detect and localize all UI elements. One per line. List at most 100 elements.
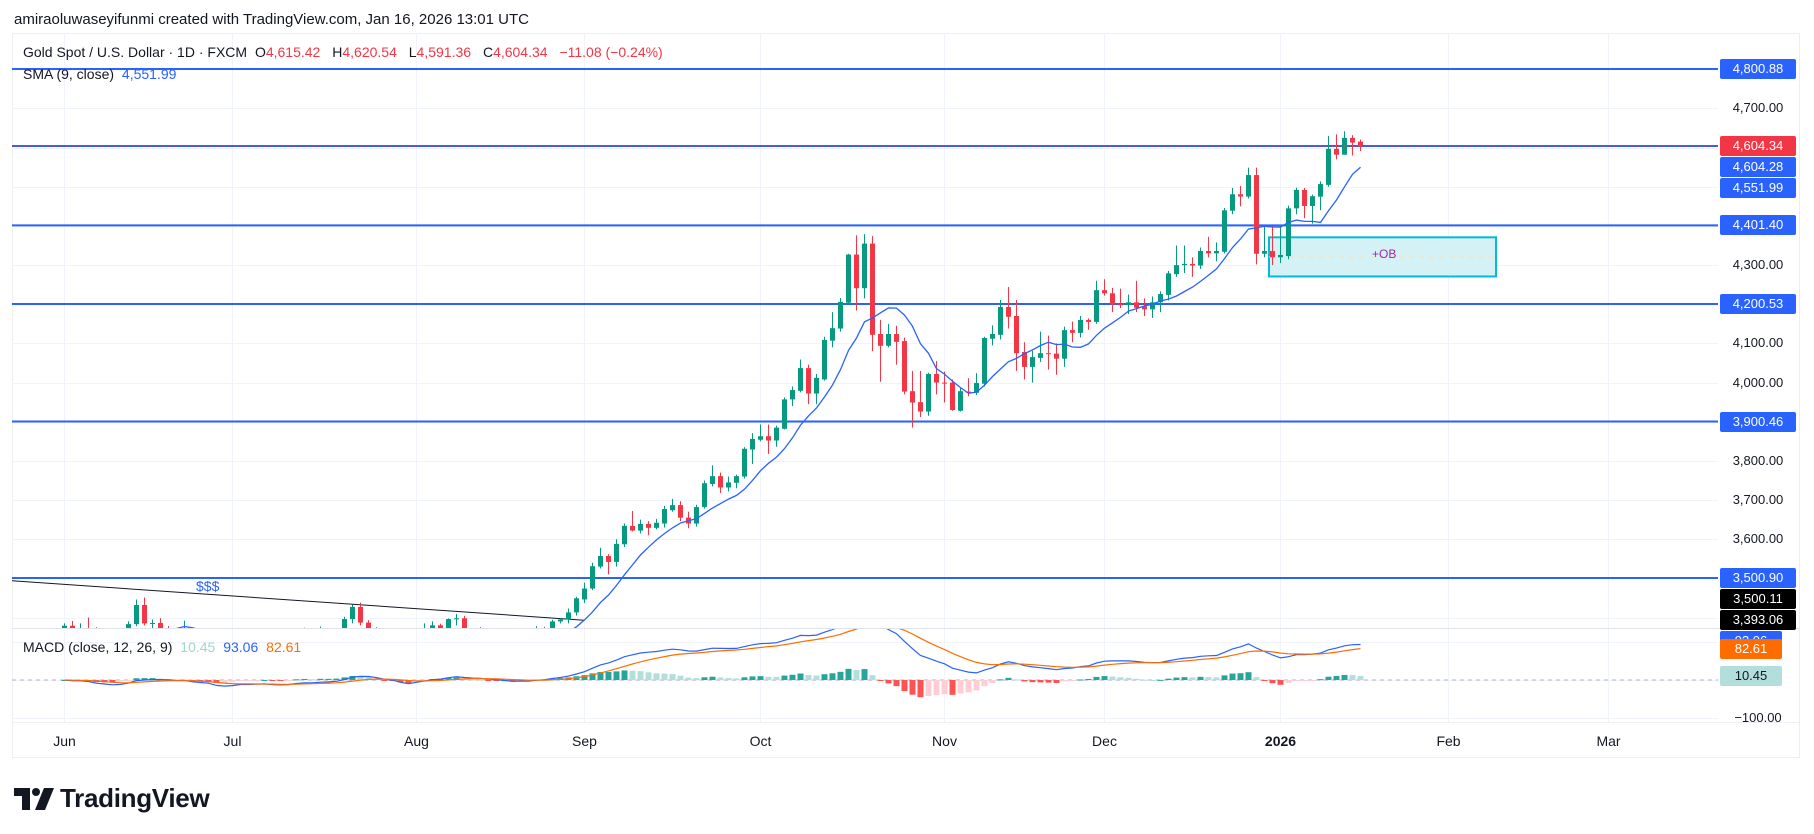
candle-body: [438, 625, 443, 628]
candle: [886, 323, 891, 348]
macd-histogram-bar: [997, 679, 1004, 681]
macd-histogram-bar: [397, 680, 404, 683]
candle-body: [614, 543, 619, 562]
time-axis-label: 2026: [1264, 733, 1297, 749]
candle-body: [526, 638, 531, 642]
macd-histogram-bar: [677, 675, 684, 680]
macd-histogram-bar: [893, 680, 900, 687]
candle-body: [126, 624, 131, 628]
time-axis-label: Sep: [572, 733, 597, 749]
sma-line: [175, 166, 1361, 628]
candle: [86, 617, 91, 636]
candle: [150, 619, 155, 628]
candle-body: [766, 436, 771, 441]
candle-body: [958, 391, 963, 411]
candle: [1166, 270, 1171, 301]
price-level-label: 4,551.99: [1720, 177, 1796, 198]
candle-body: [326, 638, 331, 642]
macd-histogram-bar: [301, 678, 308, 680]
candle-body: [870, 243, 875, 335]
candle-body: [574, 598, 579, 613]
candle: [326, 636, 331, 652]
macd-histogram-bar: [973, 680, 980, 691]
candle-body: [1302, 189, 1307, 206]
candle-body: [590, 566, 595, 589]
candle-body: [1006, 307, 1011, 317]
grid-lines: [12, 33, 1718, 722]
candle-body: [182, 630, 187, 637]
candle: [550, 619, 555, 628]
candle: [1054, 343, 1059, 375]
macd-histogram-bar: [1141, 679, 1148, 681]
macd-histogram-bar: [213, 680, 220, 684]
high-value: 4,620.54: [342, 44, 397, 60]
tradingview-logo[interactable]: TradingView: [14, 783, 210, 814]
candle-body: [86, 628, 91, 636]
macd-histogram-bar: [1045, 680, 1052, 683]
macd-histogram-bar: [637, 671, 644, 680]
candle: [1214, 242, 1219, 262]
macd-histogram-bar: [917, 680, 924, 698]
candle-body: [566, 612, 571, 620]
open-value: 4,615.42: [265, 44, 321, 60]
candle: [334, 633, 339, 645]
candle-body: [1270, 251, 1275, 258]
candle: [502, 634, 507, 648]
candle: [462, 615, 467, 628]
macd-histogram-bar: [629, 670, 636, 680]
candle: [1190, 257, 1195, 277]
change-value: −11.08 (−0.24%): [559, 44, 663, 60]
candle-body: [910, 391, 915, 403]
candle: [902, 337, 907, 395]
candle: [598, 547, 603, 569]
candle: [80, 623, 81, 628]
candle: [478, 627, 483, 638]
trendline[interactable]: [0, 578, 585, 621]
candle: [1350, 135, 1355, 156]
macd-histogram-bar: [1021, 680, 1028, 682]
macd-histogram-bar: [261, 679, 268, 681]
macd-histogram-bar: [1125, 677, 1132, 680]
candle-body: [478, 635, 483, 638]
candle-body: [1238, 194, 1243, 197]
macd-histogram-bar: [285, 680, 292, 681]
candle: [622, 523, 627, 548]
candle-body: [726, 482, 731, 488]
candle-body: [1110, 293, 1115, 305]
candle-body: [734, 476, 739, 483]
candle-body: [1150, 302, 1155, 310]
symbol-title[interactable]: Gold Spot / U.S. Dollar · 1D · FXCM: [23, 44, 248, 60]
candle: [438, 623, 443, 628]
candle: [798, 359, 803, 393]
macd-label[interactable]: MACD (close, 12, 26, 9): [23, 639, 173, 655]
macd-signal-value: 82.61: [266, 639, 302, 655]
macd-histogram-bar: [349, 675, 356, 680]
macd-histogram-bar: [813, 675, 820, 680]
candle-body: [142, 604, 147, 624]
candle: [742, 447, 747, 479]
macd-histogram-bar: [477, 679, 484, 681]
macd-histogram-bar: [669, 674, 676, 680]
candle-body: [790, 390, 795, 400]
candle-body: [646, 523, 651, 528]
macd-histogram-bar: [781, 675, 788, 680]
candle-body: [1174, 265, 1179, 275]
candle-body: [1286, 208, 1291, 257]
macd-histogram-bar: [949, 680, 956, 695]
candle: [830, 312, 835, 348]
candle-body: [1038, 353, 1043, 358]
candle-body: [1054, 353, 1059, 359]
macd-histogram-bar: [877, 680, 884, 681]
candle-body: [934, 373, 939, 383]
candle: [782, 397, 787, 430]
candle: [1278, 225, 1283, 264]
macd-histogram-bar: [293, 679, 300, 681]
candle: [942, 371, 947, 403]
candle: [536, 626, 537, 628]
sma-label[interactable]: SMA (9, close): [23, 66, 115, 82]
candle: [182, 620, 187, 637]
candle: [694, 504, 699, 527]
price-axis-tick: 3,700.00: [1732, 492, 1784, 508]
candle: [614, 539, 619, 567]
